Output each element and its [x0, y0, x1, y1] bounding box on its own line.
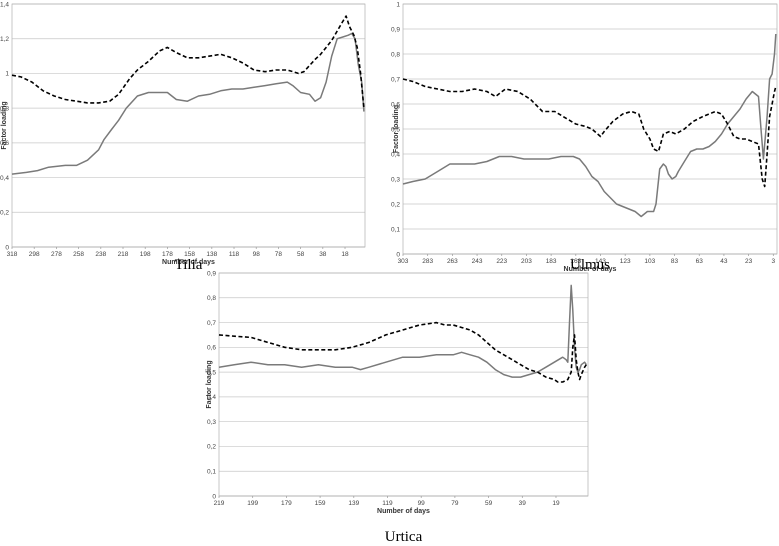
chart-1-x-tick-label: 263	[447, 258, 458, 265]
chart-1-x-tick-label: 3	[771, 258, 775, 265]
chart-2-x-axis-label: Number of days	[377, 508, 430, 515]
chart-2-plot-frame	[218, 272, 589, 497]
chart-1-y-axis-label: Factor loading	[393, 105, 400, 153]
chart-0-x-axis-label: Number of days	[162, 259, 215, 266]
chart-2-x-tick-label: 19	[552, 500, 560, 507]
chart-2-x-tick-label: 179	[281, 500, 292, 507]
chart-0-x-tick-label: 238	[95, 251, 106, 258]
chart-2-x-tick-label: 39	[519, 500, 527, 507]
chart-1-series-dashed-line	[402, 78, 777, 188]
chart-2-x-tick-label: 119	[382, 500, 393, 507]
chart-1-y-tick-label: 1	[396, 1, 400, 8]
chart-0-series-dashed-line	[11, 15, 365, 109]
chart-1-y-tick-label: 0,9	[391, 26, 400, 33]
chart-0-y-tick-label: 0,6	[0, 140, 9, 147]
chart-0-y-tick-label: 1,2	[0, 36, 9, 43]
chart-2-series-dashed-line	[218, 321, 587, 383]
chart-2-x-tick-label: 99	[418, 500, 426, 507]
chart-0-y-tick-label: 1,4	[0, 1, 9, 8]
chart-0-x-tick-label: 298	[29, 251, 40, 258]
chart-2-y-tick-label: 0,9	[207, 270, 216, 277]
chart-0-x-tick-label: 158	[184, 251, 195, 258]
chart-2-y-tick-label: 0,6	[207, 345, 216, 352]
chart-0-x-tick-label: 58	[297, 251, 305, 258]
chart-1-x-axis-label: Number of days	[564, 266, 617, 273]
chart-0-x-tick-label: 18	[341, 251, 349, 258]
chart-0-y-tick-label: 0,2	[0, 210, 9, 217]
chart-1-plot-frame	[402, 3, 778, 255]
chart-2-x-tick-label: 59	[485, 500, 493, 507]
chart-1-x-tick-label: 183	[546, 258, 557, 265]
chart-panel-ulmus: 0 0,1 0,2 0,3 0,4 0,5 0,6 0,7 0,8 0,9 1 303 283 263 24…	[391, 1, 778, 273]
chart-0-series-solid-line	[11, 32, 365, 175]
chart-1-x-tick-label: 243	[472, 258, 483, 265]
chart-2-x-tick-label: 139	[348, 500, 359, 507]
chart-2-series-solid-line	[218, 284, 587, 378]
chart-2-x-tick-label: 219	[214, 500, 225, 507]
chart-2-y-tick-label: 0,2	[207, 444, 216, 451]
chart-0-x-tick-label: 118	[229, 251, 240, 258]
chart-0-x-tick-label: 198	[140, 251, 151, 258]
chart-2-y-axis-label: Factor loading	[206, 360, 213, 408]
chart-2-caption: Urtica	[385, 529, 423, 545]
chart-1-y-tick-label: 0,5	[391, 126, 400, 133]
chart-0-x-tick-label: 218	[118, 251, 129, 258]
chart-1-y-tick-label: 0,4	[391, 151, 400, 158]
chart-2-x-tick-label: 199	[247, 500, 258, 507]
chart-0-y-axis-label: Factor loading	[1, 101, 8, 149]
chart-2-y-tick-label: 0,4	[207, 394, 216, 401]
chart-1-x-tick-label: 43	[720, 258, 728, 265]
chart-1-x-tick-label: 223	[496, 258, 507, 265]
chart-0-x-tick-label: 138	[206, 251, 217, 258]
chart-1-y-tick-label: 0,3	[391, 176, 400, 183]
chart-2-x-tick-label: 79	[451, 500, 459, 507]
chart-1-x-tick-label: 123	[620, 258, 631, 265]
chart-1-x-tick-label: 163	[570, 258, 581, 265]
chart-panel-urtica: 0 0,1 0,2 0,3 0,4 0,5 0,6 0,7 0,8 0,9 219 199 179 159…	[206, 270, 589, 545]
chart-2-y-tick-label: 0,5	[207, 369, 216, 376]
chart-1-y-tick-label: 0,7	[391, 76, 400, 83]
chart-1-series-solid-line	[402, 33, 777, 218]
chart-2-y-tick-label: 0,7	[207, 320, 216, 327]
chart-1-y-tick-label: 0,1	[391, 226, 400, 233]
chart-panel-tilia: 0 0,2 0,4 0,6 0,8 1 1,2 1,4 318 298 278 258 238 218 19…	[0, 1, 366, 273]
chart-1-y-tick-label: 0,8	[391, 51, 400, 58]
chart-0-y-tick-label: 0,4	[0, 175, 9, 182]
chart-1-x-tick-label: 143	[595, 258, 606, 265]
chart-1-x-tick-label: 63	[696, 258, 704, 265]
chart-0-x-tick-label: 178	[162, 251, 173, 258]
chart-0-x-tick-label: 78	[275, 251, 283, 258]
chart-0-x-tick-label: 98	[253, 251, 261, 258]
chart-1-y-tick-label: 0	[396, 251, 400, 258]
chart-0-plot-frame	[11, 3, 366, 248]
chart-0-y-tick-label: 0,8	[0, 105, 9, 112]
chart-0-x-tick-label: 258	[73, 251, 84, 258]
chart-0-y-tick-label: 0	[5, 244, 9, 251]
chart-0-x-tick-label: 278	[51, 251, 62, 258]
chart-1-x-tick-label: 83	[671, 258, 679, 265]
chart-1-y-tick-label: 0,6	[391, 101, 400, 108]
chart-2-y-tick-label: 0,1	[207, 469, 216, 476]
chart-1-x-tick-label: 103	[644, 258, 655, 265]
chart-0-x-tick-label: 38	[319, 251, 327, 258]
chart-2-y-tick-label: 0	[212, 493, 216, 500]
chart-1-x-tick-label: 303	[398, 258, 409, 265]
chart-1-x-tick-label: 283	[422, 258, 433, 265]
chart-2-y-tick-label: 0,3	[207, 419, 216, 426]
chart-0-y-tick-label: 1	[5, 71, 9, 78]
chart-1-x-tick-label: 23	[745, 258, 753, 265]
chart-1-caption: Ulmus	[570, 257, 610, 273]
chart-1-y-tick-label: 0,2	[391, 201, 400, 208]
chart-2-x-tick-label: 159	[315, 500, 326, 507]
chart-2-y-tick-label: 0,8	[207, 295, 216, 302]
chart-0-x-tick-label: 318	[7, 251, 18, 258]
chart-1-x-tick-label: 203	[521, 258, 532, 265]
chart-0-caption: Tilia	[175, 257, 203, 273]
